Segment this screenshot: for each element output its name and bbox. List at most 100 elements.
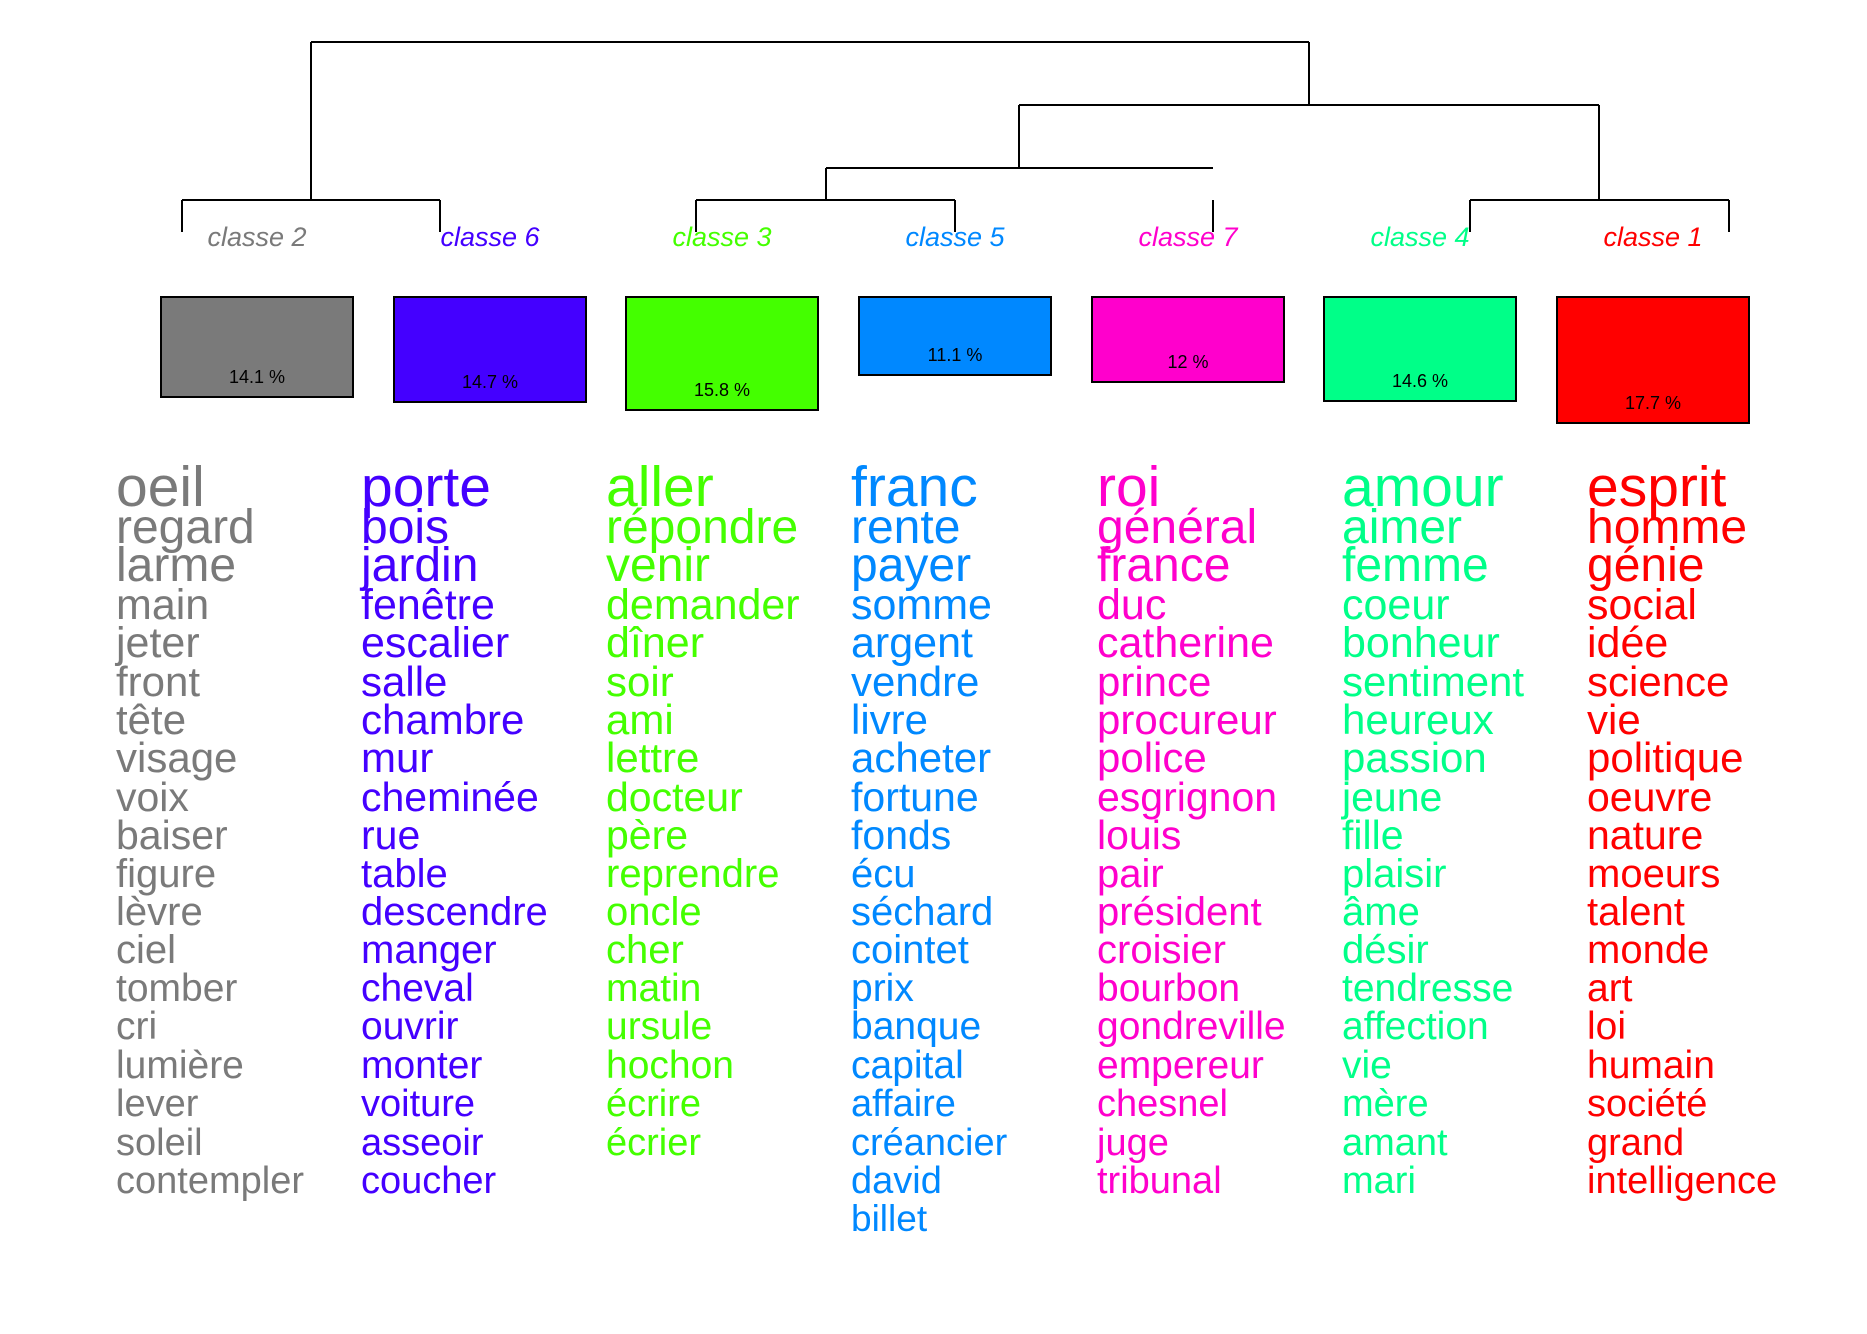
- class-word: ouvrir: [361, 1005, 459, 1049]
- class-word: âme: [1342, 890, 1420, 935]
- class-word: asseoir: [361, 1121, 484, 1164]
- class-word: soir: [606, 657, 674, 705]
- class-word: moeurs: [1587, 851, 1721, 896]
- class-word: ami: [606, 696, 674, 744]
- class-word: amant: [1342, 1121, 1448, 1164]
- class-word: mère: [1342, 1083, 1429, 1126]
- class-word: david: [851, 1159, 942, 1202]
- class-word: vie: [1587, 696, 1641, 744]
- class-percent: 17.7 %: [1624, 393, 1682, 413]
- class-word: baiser: [116, 812, 228, 859]
- word-column: esprit homme génie social idée science vie poli…: [1587, 459, 1777, 1201]
- class-word: femme: [1342, 539, 1489, 593]
- class-word: art: [1587, 966, 1633, 1010]
- class-word: écrire: [606, 1083, 702, 1126]
- class-word: porte: [361, 455, 491, 519]
- class-word: génie: [1587, 539, 1705, 593]
- class-percent: 11.1 %: [927, 345, 983, 365]
- class-word: humain: [1587, 1043, 1715, 1087]
- class-word: cher: [606, 928, 684, 973]
- class-word: demander: [606, 580, 800, 629]
- class-word: amour: [1342, 455, 1504, 519]
- class-word: manger: [361, 928, 497, 973]
- word-column: franc rente payer somme argent vendre livre ach…: [851, 455, 1007, 1240]
- class-word: idée: [1587, 619, 1669, 668]
- class-word: bois: [361, 501, 450, 554]
- class-word: bonheur: [1342, 619, 1500, 668]
- class-word: fenêtre: [361, 580, 495, 629]
- class-word: soleil: [116, 1121, 203, 1164]
- class-size-box: 15.8 %: [625, 296, 819, 411]
- class-word: front: [116, 657, 201, 705]
- class-label: classe 4: [1370, 222, 1470, 252]
- class-word: sentiment: [1342, 657, 1525, 705]
- class-word: chesnel: [1097, 1083, 1228, 1126]
- class-word: docteur: [606, 773, 743, 820]
- class-word: oeuvre: [1587, 773, 1713, 820]
- class-word: empereur: [1097, 1043, 1264, 1087]
- word-column: amour aimer femme coeur bonheur sentiment heur…: [1342, 455, 1525, 1201]
- class-size-box: 14.7 %: [393, 296, 587, 403]
- class-word: roi: [1097, 455, 1161, 519]
- class-word: argent: [851, 619, 973, 668]
- class-word: jardin: [361, 539, 479, 593]
- class-word: aimer: [1342, 501, 1463, 554]
- class-word: loi: [1587, 1005, 1627, 1049]
- class-word: chambre: [361, 696, 525, 744]
- class-word: acheter: [851, 734, 992, 782]
- class-word: oncle: [606, 890, 702, 935]
- class-word: catherine: [1097, 619, 1274, 668]
- class-word: mur: [361, 734, 434, 782]
- class-word: vendre: [851, 657, 980, 705]
- class-word: prince: [1097, 657, 1212, 705]
- class-word: science: [1587, 657, 1730, 705]
- class-word: payer: [851, 539, 972, 593]
- class-word: croisier: [1097, 928, 1226, 973]
- class-label: classe 3: [672, 222, 772, 252]
- class-word: dîner: [606, 619, 705, 668]
- class-label: classe 7: [1138, 222, 1238, 252]
- word-column: aller répondre venir demander dîner soir ami le…: [606, 459, 800, 1162]
- class-word: franc: [851, 455, 978, 519]
- class-word: lèvre: [116, 890, 203, 935]
- class-word: grand: [1587, 1121, 1685, 1164]
- class-word: escalier: [361, 619, 510, 668]
- class-word: monter: [361, 1043, 483, 1087]
- class-word: tribunal: [1097, 1159, 1222, 1202]
- class-size-box: 17.7 %: [1556, 296, 1750, 424]
- class-word: séchard: [851, 890, 994, 935]
- class-word: homme: [1587, 501, 1748, 554]
- class-word: social: [1587, 580, 1697, 629]
- class-word: banque: [851, 1005, 982, 1049]
- class-word: nature: [1587, 812, 1704, 859]
- class-size-box: 14.1 %: [160, 296, 354, 398]
- class-word: tendresse: [1342, 966, 1514, 1010]
- class-word: capital: [851, 1043, 964, 1087]
- class-label: classe 5: [905, 222, 1005, 252]
- class-word: ciel: [116, 928, 177, 973]
- class-word: cointet: [851, 928, 969, 973]
- class-word: père: [606, 812, 689, 859]
- class-word: heureux: [1342, 696, 1494, 744]
- word-column: oeil regard larme main jeter front tête visage v…: [116, 455, 304, 1201]
- class-word: billet: [851, 1198, 928, 1240]
- class-word: reprendre: [606, 851, 780, 896]
- class-word: pair: [1097, 851, 1164, 896]
- class-word: politique: [1587, 734, 1744, 782]
- class-word: tête: [116, 696, 187, 744]
- class-word: table: [361, 851, 448, 896]
- class-size-box: 14.6 %: [1323, 296, 1517, 402]
- class-word: bourbon: [1097, 966, 1241, 1010]
- class-word: général: [1097, 501, 1258, 554]
- class-word: matin: [606, 966, 702, 1010]
- class-word: écu: [851, 851, 916, 896]
- class-word: oeil: [116, 455, 205, 519]
- class-word: procureur: [1097, 696, 1277, 744]
- class-word: répondre: [606, 501, 799, 554]
- class-label: classe 6: [440, 222, 540, 252]
- class-word: louis: [1097, 812, 1182, 859]
- class-word: figure: [116, 851, 217, 896]
- class-word: société: [1587, 1083, 1708, 1126]
